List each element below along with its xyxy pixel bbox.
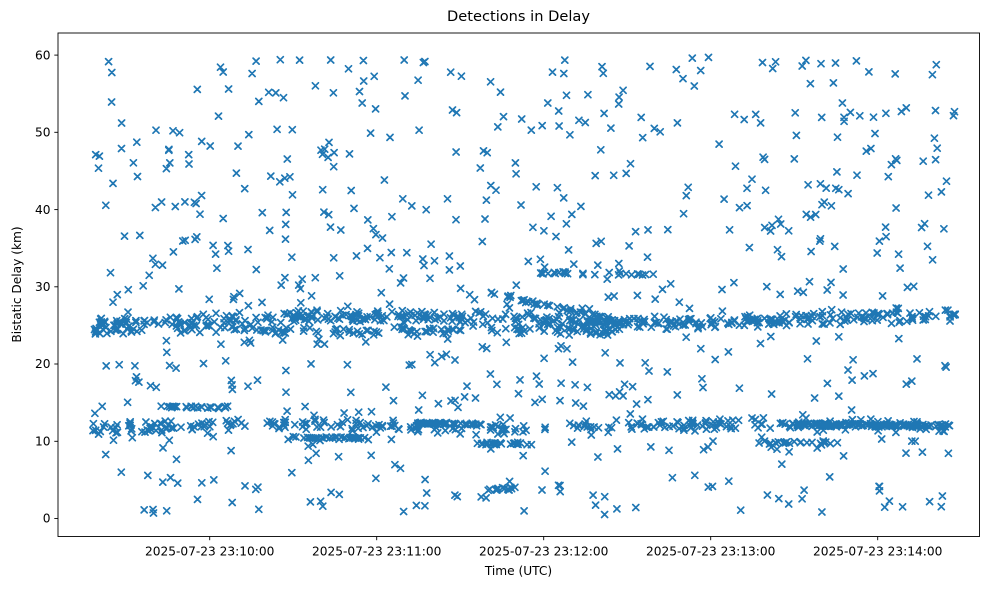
scatter-marker-path [89, 53, 960, 519]
x-axis-ticks [209, 536, 879, 541]
scatter-points [89, 53, 960, 519]
plot-area [57, 32, 980, 537]
x-tick-label: 2025-07-23 23:14:00 [813, 545, 942, 559]
y-tick-label: 60 [35, 48, 51, 62]
y-tick-labels: 0 10 20 30 40 50 60 [35, 48, 51, 525]
x-tick-label: 2025-07-23 23:10:00 [145, 545, 274, 559]
y-axis-label: Bistatic Delay (km) [10, 226, 24, 342]
chart-title: Detections in Delay [447, 8, 590, 25]
x-tick-label: 2025-07-23 23:12:00 [479, 545, 608, 559]
y-tick-label: 10 [35, 435, 51, 449]
x-tick-label: 2025-07-23 23:13:00 [646, 545, 775, 559]
y-axis-ticks [54, 54, 58, 519]
x-axis-label: Time (UTC) [484, 564, 552, 578]
y-tick-label: 20 [35, 357, 51, 371]
x-tick-label: 2025-07-23 23:11:00 [312, 545, 441, 559]
y-tick-label: 0 [43, 512, 51, 526]
x-tick-labels: 2025-07-23 23:10:00 2025-07-23 23:11:00 … [145, 545, 942, 559]
y-tick-label: 40 [35, 203, 51, 217]
y-tick-label: 50 [35, 126, 51, 140]
y-tick-label: 30 [35, 280, 51, 294]
